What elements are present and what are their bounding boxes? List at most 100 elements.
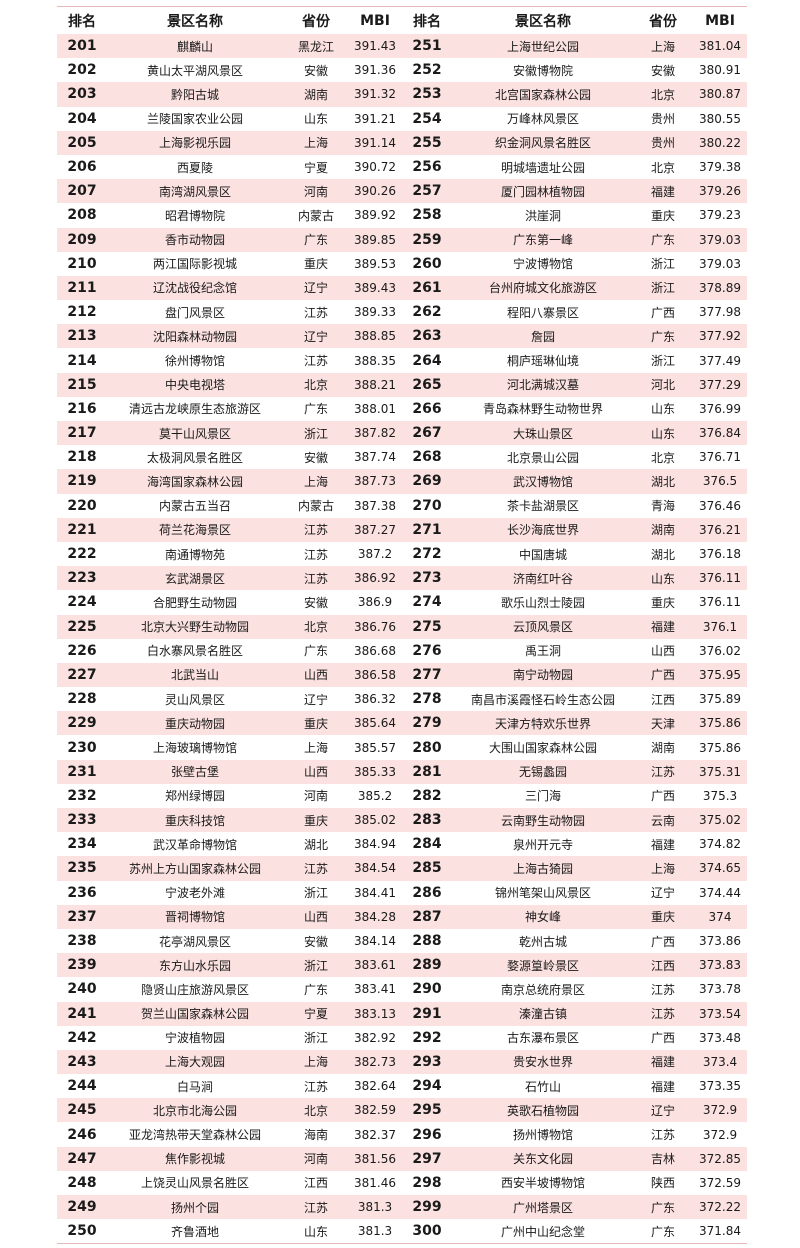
cell-province: 黑龙江 [297,39,334,54]
cell-name: 云顶风景区 [512,620,573,635]
header-rank: 排名 [68,13,96,30]
cell-mbi: 379.03 [699,232,741,247]
cell-province: 广东 [303,644,328,659]
cell-province: 广西 [650,668,675,683]
cell-name: 宁波老外滩 [164,886,225,901]
cell-name: 北武当山 [170,668,219,683]
cell-rank: 229 [67,715,97,732]
cell-rank: 290 [412,981,442,998]
cell-rank: 230 [67,739,97,756]
cell-rank: 283 [412,812,442,829]
cell-name: 莫干山风景区 [158,426,231,441]
cell-mbi: 375.02 [699,813,741,828]
cell-rank: 221 [67,521,97,538]
header-name: 景区名称 [167,13,223,30]
table-row: 237 晋祠博物馆 山西 384.28 287 神女峰 重庆 374 [57,904,747,929]
table-row: 204 兰陵国家农业公园 山东 391.21 254 万峰林风景区 贵州 380.55 [57,107,747,131]
cell-rank: 276 [412,642,442,659]
cell-province: 山东 [650,426,675,441]
cell-mbi: 382.92 [354,1030,396,1045]
cell-province: 辽宁 [650,1103,675,1118]
cell-name: 玄武湖景区 [164,571,225,586]
cell-name: 婺源篁岭景区 [506,958,579,973]
cell-rank: 237 [67,908,97,925]
cell-rank: 262 [412,304,442,321]
cell-province: 浙江 [303,1031,328,1046]
cell-province: 江西 [303,1176,328,1191]
table-row: 217 莫干山风景区 浙江 387.82 267 大珠山景区 山东 376.84 [57,421,747,446]
cell-name: 张壁古堡 [170,765,219,780]
cell-province: 江西 [650,692,675,707]
cell-name: 太极洞风景名胜区 [146,450,243,465]
cell-name: 茶卡盐湖景区 [506,499,579,514]
cell-rank: 246 [67,1126,97,1143]
cell-rank: 278 [412,691,442,708]
cell-province: 山东 [303,1224,328,1239]
cell-mbi: 372.9 [702,1127,738,1142]
cell-rank: 263 [412,328,442,345]
cell-mbi: 390.72 [354,160,396,175]
cell-rank: 298 [412,1174,442,1191]
cell-name: 东方山水乐园 [158,958,231,973]
cell-province: 江苏 [303,354,328,369]
cell-mbi: 375.3 [702,788,738,803]
cell-mbi: 376.11 [699,595,741,610]
cell-rank: 208 [67,207,97,224]
cell-rank: 209 [67,231,97,248]
cell-province: 江苏 [650,1007,675,1022]
cell-name: 青岛森林野生动物世界 [482,402,603,417]
cell-mbi: 386.68 [354,643,396,658]
cell-mbi: 373.35 [699,1079,741,1094]
cell-mbi: 377.92 [699,329,741,344]
cell-name: 神女峰 [524,910,561,925]
cell-name: 贺兰山国家森林公园 [140,1007,249,1022]
cell-name: 歌乐山烈士陵园 [500,595,585,610]
cell-province: 浙江 [650,257,675,272]
cell-province: 广东 [650,233,675,248]
cell-mbi: 381.04 [699,39,741,54]
cell-province: 江苏 [650,982,675,997]
cell-rank: 293 [412,1053,442,1070]
cell-rank: 227 [67,666,97,683]
cell-rank: 226 [67,642,97,659]
cell-rank: 225 [67,618,97,635]
cell-mbi: 389.33 [354,305,396,320]
cell-rank: 284 [412,836,442,853]
cell-rank: 294 [412,1078,442,1095]
cell-province: 上海 [303,474,328,489]
cell-rank: 233 [67,812,97,829]
cell-mbi: 373.4 [702,1054,738,1069]
cell-rank: 268 [412,449,442,466]
cell-rank: 234 [67,836,97,853]
cell-name: 黄山太平湖风景区 [146,63,243,78]
cell-province: 上海 [650,39,675,54]
cell-rank: 244 [67,1078,97,1095]
cell-province: 重庆 [650,208,675,223]
cell-mbi: 373.78 [699,982,741,997]
cell-mbi: 380.87 [699,87,741,102]
cell-rank: 296 [412,1126,442,1143]
cell-mbi: 383.61 [354,958,396,973]
cell-rank: 267 [412,425,442,442]
cell-province: 辽宁 [303,692,328,707]
cell-province: 福建 [650,620,675,635]
cell-name: 锦州笔架山风景区 [494,886,591,901]
cell-name: 广东第一峰 [512,233,573,248]
cell-province: 上海 [303,741,328,756]
cell-name: 安徽博物院 [512,63,573,78]
cell-rank: 217 [67,425,97,442]
cell-name: 宁波博物馆 [512,257,573,272]
cell-mbi: 377.98 [699,305,741,320]
cell-name: 禹王洞 [524,644,561,659]
cell-province: 广东 [650,1200,675,1215]
table-row: 208 昭君博物院 内蒙古 389.92 258 洪崖洞 重庆 379.23 [57,203,747,227]
cell-mbi: 383.13 [354,1006,396,1021]
cell-mbi: 376.99 [699,401,741,416]
cell-mbi: 380.55 [699,111,741,126]
cell-mbi: 374.82 [699,837,741,852]
cell-province: 北京 [303,620,328,635]
cell-name: 上饶灵山风景名胜区 [140,1176,249,1191]
cell-name: 中央电视塔 [164,378,225,393]
cell-rank: 295 [412,1102,442,1119]
cell-rank: 265 [412,376,442,393]
